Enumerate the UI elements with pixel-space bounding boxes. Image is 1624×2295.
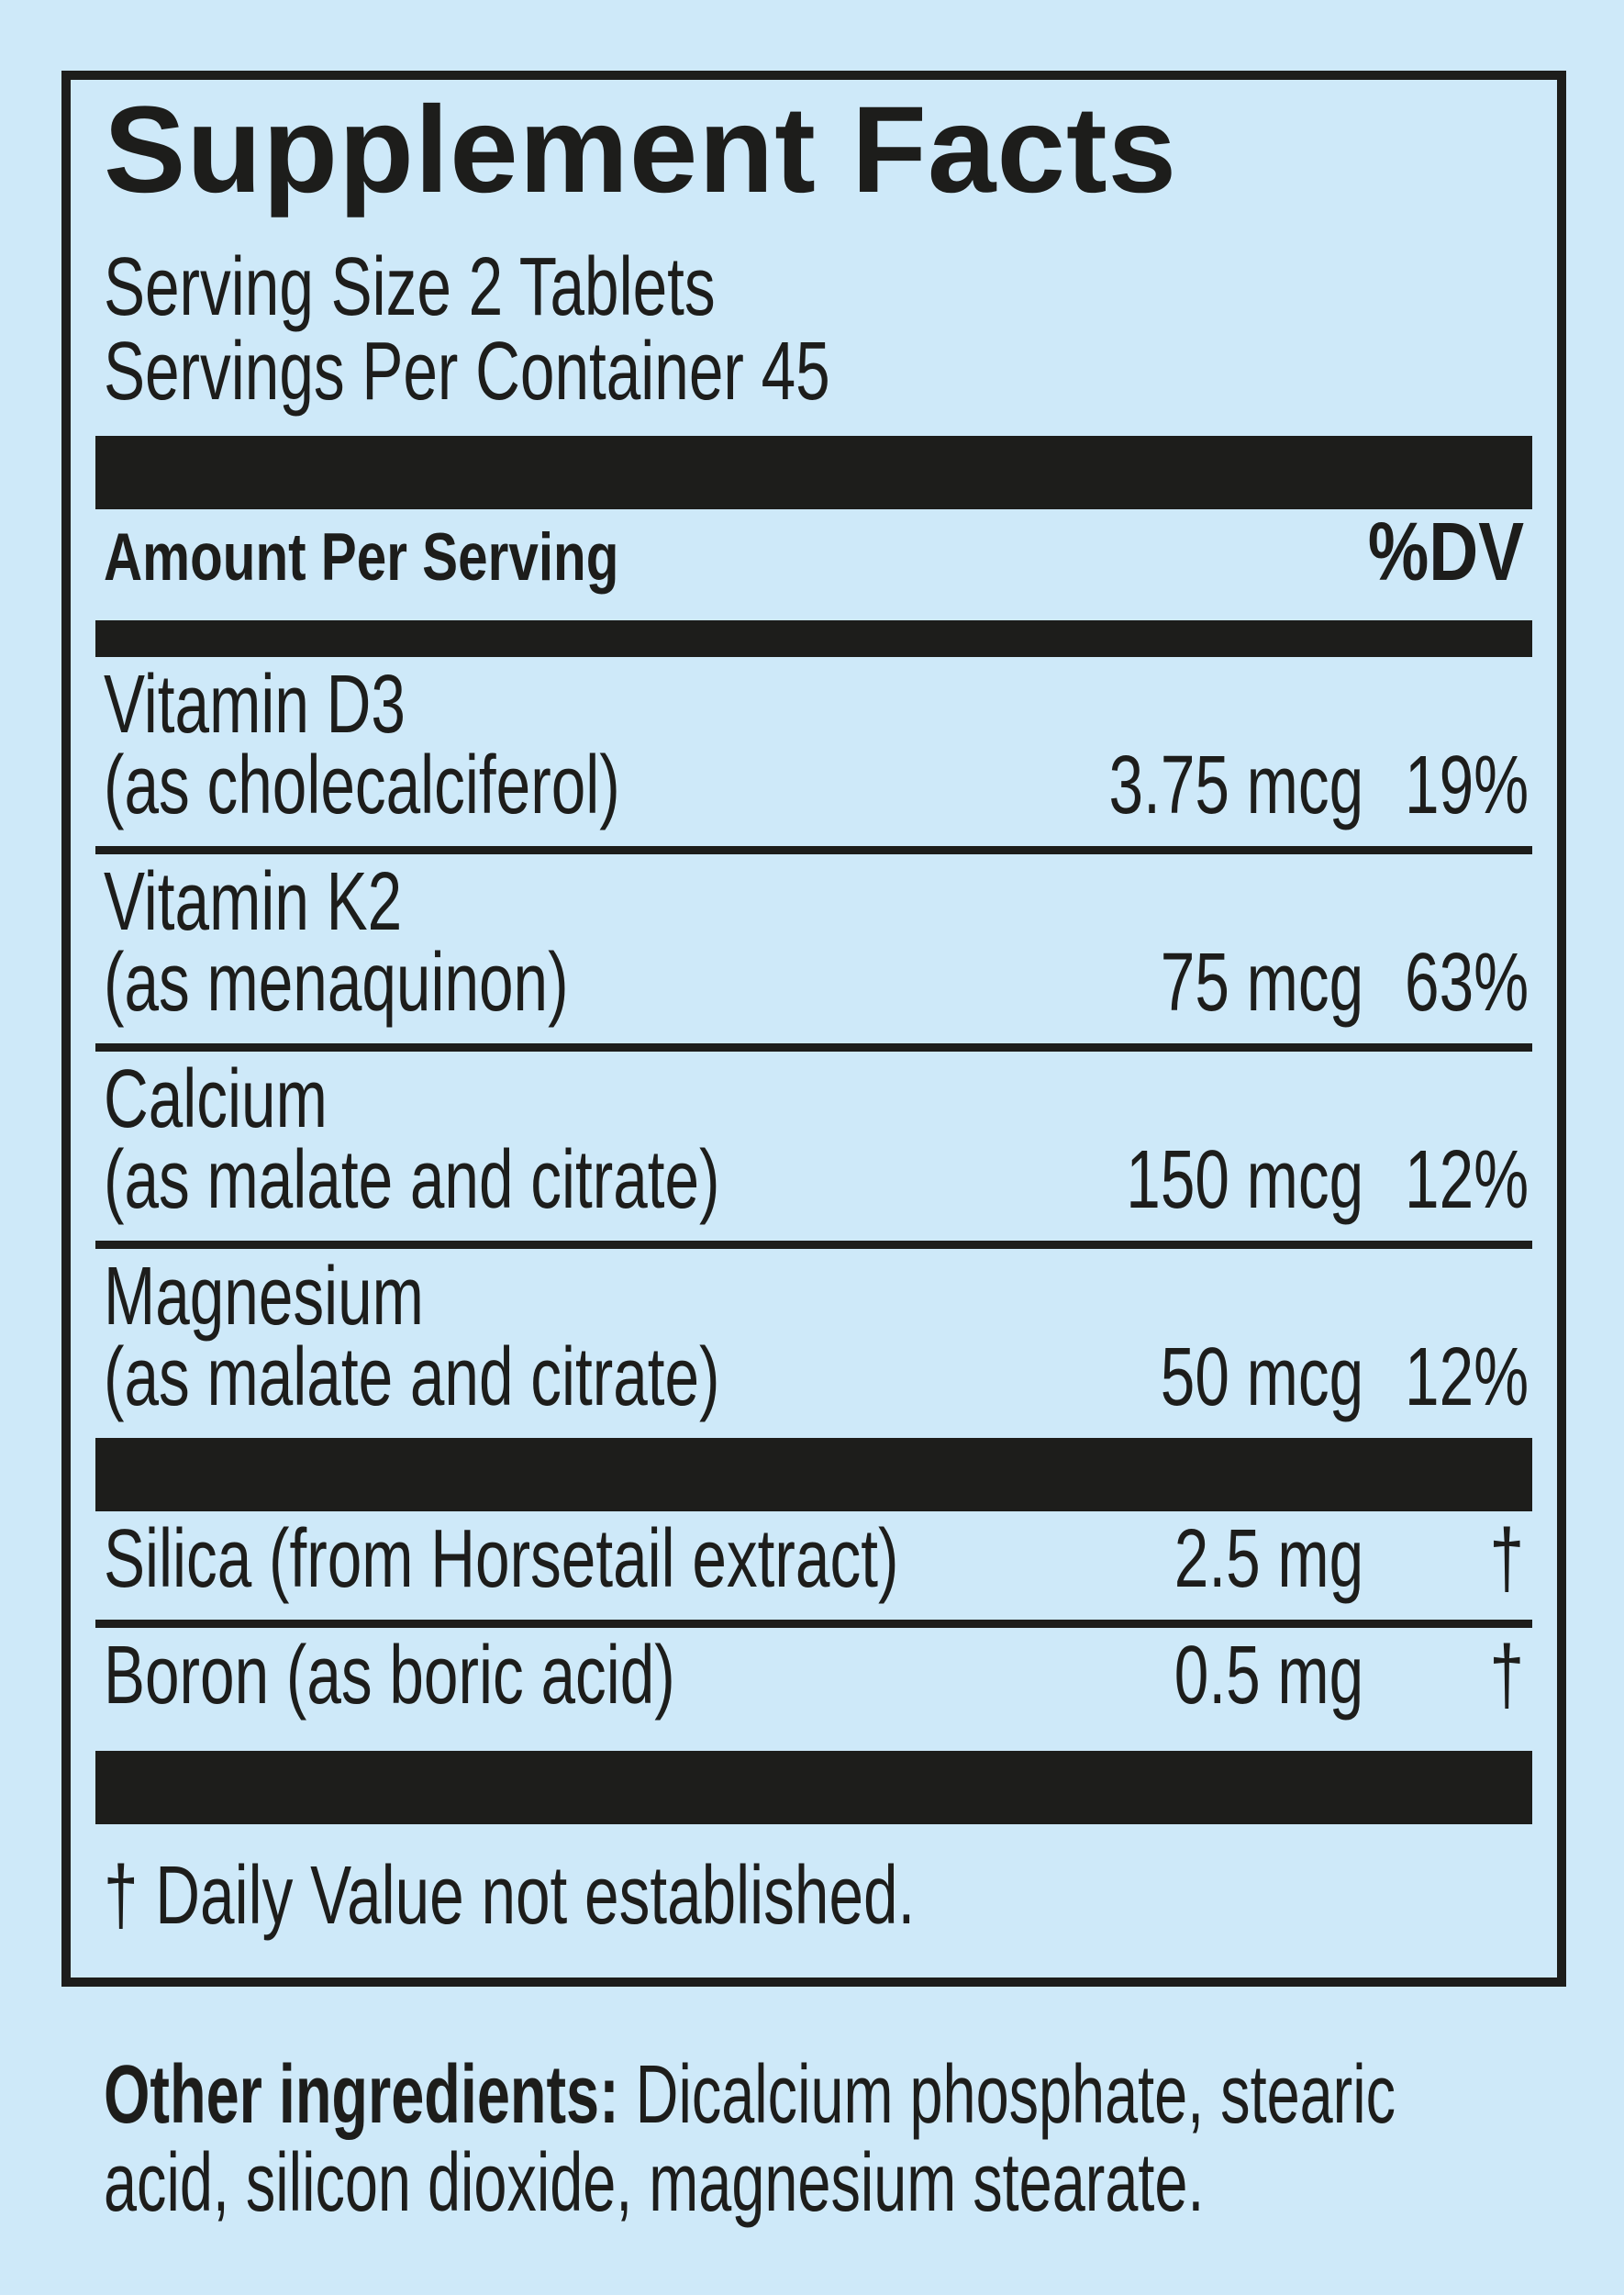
nutrient-amount: 150 mcg <box>1126 1134 1363 1226</box>
nutrient-detail: (as malate and citrate) <box>104 1331 720 1423</box>
nutrient-amount: 3.75 mcg <box>1108 740 1363 831</box>
nutrient-row-magnesium: Magnesium (as malate and citrate) 50 mcg… <box>95 1249 1532 1438</box>
nutrient-name: Vitamin D3 (as cholecalciferol) <box>104 663 752 831</box>
nutrient-name: Calcium (as malate and citrate) <box>104 1058 752 1226</box>
nutrient-row-vitamin-d3: Vitamin D3 (as cholecalciferol) 3.75 mcg… <box>95 657 1532 854</box>
panel-title: Supplement Facts <box>104 82 1178 218</box>
nutrient-name: Silica (from Horsetail extract) <box>104 1513 899 1605</box>
nutrient-name: Vitamin K2 (as menaquinon) <box>104 861 752 1029</box>
nutrient-detail: (as cholecalciferol) <box>104 740 620 831</box>
nutrient-amount: 50 mcg <box>1160 1331 1363 1423</box>
nutrient-name: Boron (as boric acid) <box>104 1630 675 1721</box>
nutrient-name: Magnesium (as malate and citrate) <box>104 1255 752 1423</box>
serving-size-line: Serving Size 2 Tablets <box>104 241 716 333</box>
other-ingredients-text: Dicalcium phosphate, stearic acid, silic… <box>104 2049 1396 2229</box>
column-header-row: Amount Per Serving %DV <box>95 507 1532 598</box>
other-ingredients-paragraph: Other ingredients: Dicalcium phosphate, … <box>104 2051 1524 2227</box>
serving-info: Serving Size 2 Tablets Servings Per Cont… <box>104 245 1532 414</box>
nutrient-detail: (as menaquinon) <box>104 937 569 1029</box>
section-divider-bar-bottom <box>95 1751 1532 1824</box>
percent-dv-header: %DV <box>1367 507 1524 598</box>
nutrient-row-boron: Boron (as boric acid) 0.5 mg † <box>95 1628 1532 1736</box>
section-divider-bar-top <box>95 436 1532 509</box>
section-divider-bar-middle <box>95 1438 1532 1511</box>
nutrient-dv: 63% <box>1405 937 1529 1029</box>
nutrient-amount: 0.5 mg <box>1174 1630 1363 1721</box>
other-ingredients-label: Other ingredients: <box>104 2049 636 2141</box>
daily-value-footnote: † Daily Value not established. <box>104 1850 916 1942</box>
nutrient-detail: (as malate and citrate) <box>104 1134 720 1226</box>
dagger-symbol: † <box>1489 1513 1524 1605</box>
servings-per-container-line: Servings Per Container 45 <box>104 326 830 418</box>
nutrient-amount: 75 mcg <box>1160 937 1363 1029</box>
nutrient-row-silica: Silica (from Horsetail extract) 2.5 mg † <box>95 1511 1532 1628</box>
nutrient-dv: 12% <box>1405 1331 1529 1423</box>
nutrient-row-calcium: Calcium (as malate and citrate) 150 mcg … <box>95 1052 1532 1249</box>
dagger-symbol: † <box>1489 1630 1524 1721</box>
nutrient-dv: 12% <box>1405 1134 1529 1226</box>
supplement-facts-panel: Supplement Facts Serving Size 2 Tablets … <box>61 71 1566 1987</box>
nutrient-dv: 19% <box>1405 740 1529 831</box>
nutrient-amount: 2.5 mg <box>1174 1513 1363 1605</box>
nutrient-row-vitamin-k2: Vitamin K2 (as menaquinon) 75 mcg 63% <box>95 854 1532 1052</box>
amount-per-serving-header: Amount Per Serving <box>104 520 619 595</box>
header-divider-bar <box>95 620 1532 657</box>
